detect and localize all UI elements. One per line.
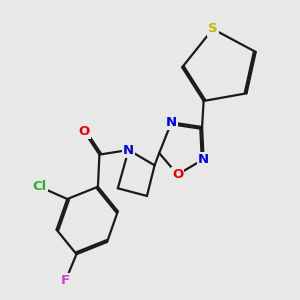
Text: N: N <box>123 143 134 157</box>
Text: S: S <box>208 22 218 35</box>
Text: Cl: Cl <box>33 180 47 193</box>
Text: O: O <box>172 168 183 181</box>
Text: N: N <box>198 153 209 166</box>
Text: O: O <box>79 125 90 138</box>
Text: F: F <box>61 274 70 287</box>
Text: N: N <box>166 116 177 129</box>
